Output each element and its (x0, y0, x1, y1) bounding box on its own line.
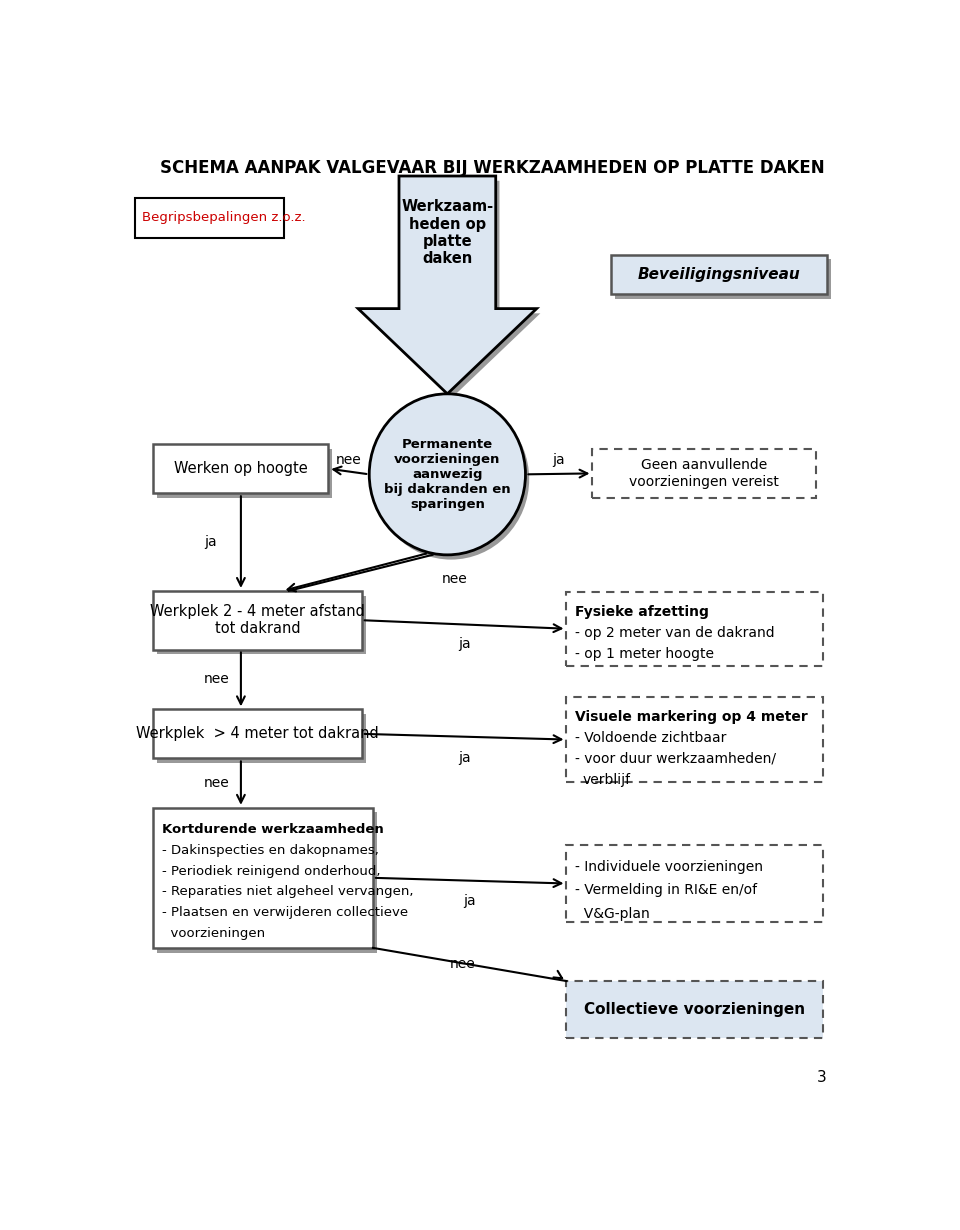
FancyBboxPatch shape (611, 255, 827, 294)
Text: - Individuele voorzieningen: - Individuele voorzieningen (575, 860, 763, 873)
FancyBboxPatch shape (566, 845, 823, 922)
Text: ja: ja (464, 894, 476, 909)
Text: Werkplek 2 - 4 meter afstand
tot dakrand: Werkplek 2 - 4 meter afstand tot dakrand (150, 604, 365, 636)
Text: ja: ja (204, 535, 216, 549)
Text: - Voldoende zichtbaar: - Voldoende zichtbaar (575, 731, 727, 745)
Text: nee: nee (204, 673, 229, 686)
FancyBboxPatch shape (157, 449, 332, 498)
FancyBboxPatch shape (566, 697, 823, 782)
Text: Beveiligingsniveau: Beveiligingsniveau (637, 267, 801, 282)
Text: Fysieke afzetting: Fysieke afzetting (575, 605, 709, 619)
Text: ja: ja (458, 750, 470, 765)
FancyBboxPatch shape (157, 595, 366, 654)
Text: - Dakinspecties en dakopnames,: - Dakinspecties en dakopnames, (162, 844, 379, 857)
Text: ja: ja (458, 637, 470, 651)
Text: - op 2 meter van de dakrand: - op 2 meter van de dakrand (575, 626, 775, 640)
FancyBboxPatch shape (154, 710, 362, 759)
Ellipse shape (372, 399, 529, 560)
Text: - Vermelding in RI&E en/of: - Vermelding in RI&E en/of (575, 883, 757, 898)
Text: Visuele markering op 4 meter: Visuele markering op 4 meter (575, 710, 808, 724)
Text: - Periodiek reinigend onderhoud,: - Periodiek reinigend onderhoud, (162, 865, 381, 877)
Text: verblijf: verblijf (583, 772, 631, 787)
Text: Kortdurende werkzaamheden: Kortdurende werkzaamheden (162, 823, 384, 836)
Text: - op 1 meter hoogte: - op 1 meter hoogte (575, 647, 714, 661)
Text: Permanente
voorzieningen
aanwezig
bij dakranden en
sparingen: Permanente voorzieningen aanwezig bij da… (384, 438, 511, 510)
Text: nee: nee (204, 776, 229, 790)
Text: voorzieningen: voorzieningen (162, 927, 266, 940)
Text: Werken op hoogte: Werken op hoogte (174, 461, 308, 476)
FancyBboxPatch shape (134, 198, 284, 237)
Text: Begripsbepalingen z.o.z.: Begripsbepalingen z.o.z. (142, 212, 306, 224)
FancyBboxPatch shape (154, 444, 328, 493)
FancyBboxPatch shape (157, 713, 366, 763)
Text: nee: nee (336, 453, 362, 467)
Text: - Reparaties niet algeheel vervangen,: - Reparaties niet algeheel vervangen, (162, 886, 414, 898)
Polygon shape (362, 181, 540, 399)
FancyBboxPatch shape (154, 590, 362, 649)
Text: - voor duur werkzaamheden/: - voor duur werkzaamheden/ (575, 752, 777, 766)
Text: Geen aanvullende
voorzieningen vereist: Geen aanvullende voorzieningen vereist (629, 459, 779, 488)
Text: Werkplek  > 4 meter tot dakrand: Werkplek > 4 meter tot dakrand (136, 727, 379, 742)
FancyBboxPatch shape (614, 260, 830, 299)
FancyBboxPatch shape (592, 449, 816, 498)
Text: 3: 3 (817, 1070, 827, 1085)
Text: Werkzaam-
heden op
platte
daken: Werkzaam- heden op platte daken (401, 199, 493, 267)
Text: SCHEMA AANPAK VALGEVAAR BIJ WERKZAAMHEDEN OP PLATTE DAKEN: SCHEMA AANPAK VALGEVAAR BIJ WERKZAAMHEDE… (159, 160, 825, 177)
FancyBboxPatch shape (157, 813, 376, 952)
Text: V&G-plan: V&G-plan (575, 908, 650, 921)
Ellipse shape (370, 394, 525, 555)
Text: - Plaatsen en verwijderen collectieve: - Plaatsen en verwijderen collectieve (162, 907, 409, 919)
Text: nee: nee (449, 957, 475, 972)
Text: Collectieve voorzieningen: Collectieve voorzieningen (585, 1002, 805, 1017)
Polygon shape (358, 176, 537, 394)
FancyBboxPatch shape (154, 808, 372, 948)
Text: nee: nee (442, 572, 468, 585)
Text: ja: ja (553, 453, 565, 467)
FancyBboxPatch shape (566, 592, 823, 665)
FancyBboxPatch shape (566, 982, 823, 1038)
